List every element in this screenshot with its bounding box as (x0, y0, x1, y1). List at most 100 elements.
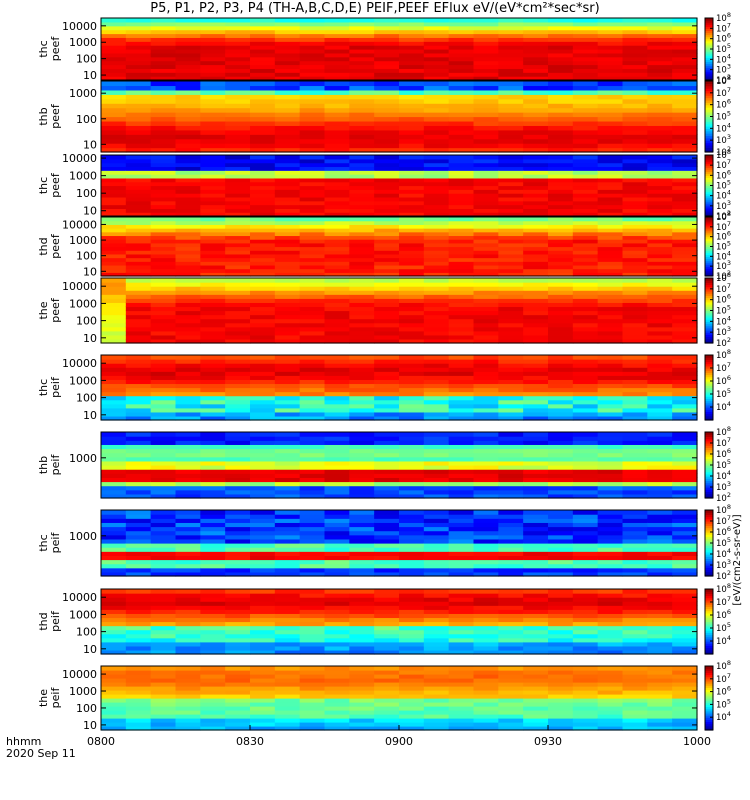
heatmap-cell (150, 314, 177, 320)
heatmap-cell (448, 242, 475, 248)
heatmap-cell (299, 103, 326, 109)
heatmap-cell (498, 571, 524, 577)
heatmap-cell (299, 722, 326, 727)
heatmap-cell (125, 264, 152, 270)
heatmap-cell (399, 85, 425, 91)
heatmap-cell (225, 220, 251, 225)
heatmap-cell (473, 294, 499, 299)
heatmap-cell (597, 432, 624, 437)
heatmap-cell (349, 158, 375, 164)
heatmap-cell (597, 162, 624, 168)
heatmap-cell (374, 371, 400, 376)
heatmap-cell (200, 239, 226, 244)
heatmap-cell (399, 367, 425, 372)
heatmap-cell (498, 174, 524, 179)
heatmap-cell (498, 120, 524, 126)
heatmap-cell (498, 485, 524, 491)
heatmap-cell (324, 286, 350, 291)
colorbar-swatch (705, 297, 713, 301)
heatmap-cell (448, 444, 475, 450)
heatmap-cell (299, 147, 326, 153)
heatmap-cell (647, 391, 673, 397)
heatmap-cell (250, 526, 276, 532)
heatmap-cell (150, 261, 177, 266)
heatmap-cell (548, 18, 574, 23)
heatmap-cell (349, 138, 375, 144)
heatmap-cell (200, 444, 226, 450)
heatmap-cell (200, 645, 226, 651)
heatmap-cell (448, 563, 475, 569)
heatmap-cell (200, 493, 226, 499)
heatmap-cell (498, 597, 524, 602)
heatmap-cell (125, 440, 152, 445)
heatmap-cell (374, 68, 400, 73)
heatmap-cell (448, 41, 475, 46)
heatmap-cell (225, 460, 251, 466)
heatmap-cell (622, 633, 648, 639)
heatmap-cell (622, 60, 648, 66)
heatmap-cell (349, 193, 375, 198)
heatmap-cell (374, 21, 400, 27)
heatmap-cell (200, 282, 226, 287)
heatmap-cell (125, 116, 152, 122)
heatmap-cell (448, 314, 475, 320)
heatmap-cell (299, 33, 326, 38)
heatmap-cell (647, 239, 673, 244)
heatmap-cell (349, 143, 375, 149)
heatmap-cell (299, 493, 326, 499)
heatmap-cell (523, 456, 549, 462)
colorbar-swatch (705, 258, 713, 261)
heatmap-cell (423, 510, 450, 515)
heatmap-cell (423, 690, 450, 695)
heatmap-cell (324, 481, 350, 487)
heatmap-cell (448, 718, 475, 723)
heatmap-cell (423, 200, 450, 206)
heatmap-cell (399, 694, 425, 699)
heatmap-cell (622, 625, 648, 631)
heatmap-cell (349, 177, 375, 183)
heatmap-cell (150, 107, 177, 113)
heatmap-cell (175, 601, 201, 606)
colorbar-swatch (705, 199, 713, 203)
colorbar-swatch (705, 370, 713, 373)
heatmap-cell (597, 444, 624, 450)
heatmap-cell (374, 698, 400, 703)
heatmap-cell (349, 436, 375, 441)
heatmap-cell (597, 60, 624, 66)
heatmap-cell (647, 212, 673, 217)
heatmap-cell (473, 68, 499, 73)
heatmap-cell (597, 359, 624, 364)
heatmap-cell (672, 120, 698, 126)
colorbar-swatch (705, 197, 713, 201)
heatmap-cell (399, 310, 425, 316)
heatmap-cell (672, 383, 698, 389)
heatmap-cell (274, 534, 301, 540)
heatmap-cell (572, 617, 599, 623)
heatmap-cell (672, 49, 698, 54)
heatmap-cell (622, 367, 648, 372)
heatmap-cell (150, 625, 177, 631)
heatmap-cell (672, 493, 698, 499)
heatmap-cell (423, 224, 450, 229)
heatmap-cell (349, 212, 375, 217)
heatmap-cell (548, 310, 574, 316)
heatmap-cell (672, 514, 698, 519)
colorbar-swatch (705, 357, 713, 360)
heatmap-cell (672, 375, 698, 380)
heatmap-cell (597, 411, 624, 417)
heatmap-cell (672, 185, 698, 190)
panel-frame (100, 154, 698, 217)
heatmap-cell (473, 49, 499, 54)
heatmap-cell (548, 440, 574, 445)
heatmap-cell (597, 534, 624, 540)
heatmap-cell (423, 45, 450, 50)
heatmap-cell (448, 147, 475, 153)
heatmap-cell (448, 181, 475, 187)
heatmap-cell (200, 257, 226, 262)
heatmap-cell (448, 257, 475, 262)
heatmap-cell (423, 162, 450, 168)
heatmap-cell (672, 72, 698, 77)
heatmap-cell (448, 330, 475, 336)
heatmap-cell (150, 718, 177, 723)
